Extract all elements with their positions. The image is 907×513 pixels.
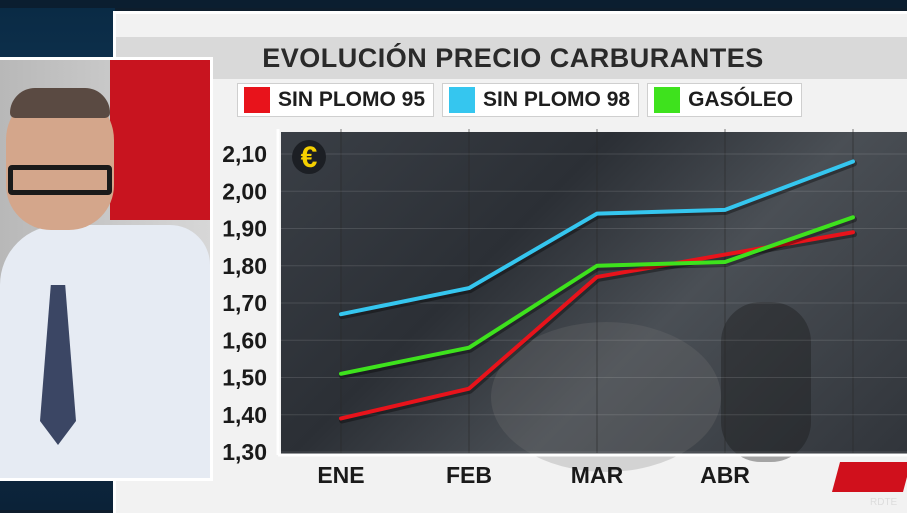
data-point-sin-plomo-98 xyxy=(595,212,599,216)
y-tick-label: 1,80 xyxy=(222,253,267,279)
y-tick-label: 1,30 xyxy=(222,439,267,465)
presenter-video-inset xyxy=(0,57,213,481)
data-point-gas-leo xyxy=(595,264,599,268)
data-point-sin-plomo-95 xyxy=(595,275,599,279)
data-point-sin-plomo-95 xyxy=(723,253,727,257)
legend-item-sin-plomo-98: SIN PLOMO 98 xyxy=(443,84,639,116)
x-tick-label: ENE xyxy=(317,462,364,488)
series-line-shadow-gas-leo xyxy=(339,216,857,379)
data-point-sin-plomo-95 xyxy=(339,416,343,420)
series-line-shadow-sin-plomo-98 xyxy=(339,160,857,320)
chart-legend: SIN PLOMO 95 SIN PLOMO 98 GASÓLEO xyxy=(238,84,802,118)
data-point-sin-plomo-98 xyxy=(851,159,855,163)
broadcast-corner-text: RDTE xyxy=(870,497,898,508)
data-point-gas-leo xyxy=(851,215,855,219)
x-tick-label: FEB xyxy=(446,462,492,488)
chart-title: EVOLUCIÓN PRECIO CARBURANTES xyxy=(262,43,764,73)
legend-label-gasoleo: GASÓLEO xyxy=(688,88,794,111)
top-background-strip xyxy=(0,0,907,8)
data-point-sin-plomo-95 xyxy=(851,230,855,234)
y-tick-label: 1,70 xyxy=(222,290,267,316)
legend-label-sin-plomo-95: SIN PLOMO 95 xyxy=(278,88,426,111)
series-line-shadow-sin-plomo-95 xyxy=(339,231,857,424)
legend-swatch-sin-plomo-98 xyxy=(449,87,476,113)
title-band xyxy=(116,37,907,79)
studio-red-backdrop xyxy=(110,60,210,220)
y-tick-label: 1,90 xyxy=(222,216,267,242)
legend-label-sin-plomo-98: SIN PLOMO 98 xyxy=(483,88,631,111)
data-point-sin-plomo-98 xyxy=(723,208,727,212)
y-tick-label: 2,00 xyxy=(222,178,267,204)
fuel-nozzle-photo-shape xyxy=(491,322,721,472)
y-tick-label: 2,10 xyxy=(222,141,267,167)
data-point-sin-plomo-98 xyxy=(339,312,343,316)
x-tick-label: ABR xyxy=(700,462,750,488)
presenter-glasses xyxy=(8,165,112,195)
euro-symbol-badge xyxy=(292,140,326,174)
y-tick-label: 1,50 xyxy=(222,365,267,391)
legend-item-sin-plomo-95: SIN PLOMO 95 xyxy=(238,84,434,116)
legend-swatch-sin-plomo-95 xyxy=(244,87,270,113)
x-tick-label: MAR xyxy=(571,462,624,488)
data-point-gas-leo xyxy=(467,346,471,350)
presenter-hair xyxy=(10,88,110,118)
line-chart: 2,10 2,00 1,90 1,80 1,70 1,60 1,50 1,40 1,30 ENE F… xyxy=(222,129,907,488)
plot-area-background xyxy=(281,132,907,472)
data-point-sin-plomo-95 xyxy=(467,387,471,391)
data-point-gas-leo xyxy=(723,260,727,264)
fuel-nozzle-handle-shape xyxy=(721,302,811,462)
data-point-gas-leo xyxy=(339,372,343,376)
y-tick-label: 1,40 xyxy=(222,402,267,428)
y-tick-label: 1,60 xyxy=(222,327,267,353)
presenter-shirt xyxy=(0,225,210,478)
euro-symbol: € xyxy=(301,141,318,174)
legend-item-gasoleo: GASÓLEO xyxy=(648,84,802,116)
broadcast-corner-tag xyxy=(831,462,907,492)
legend-swatch-gasoleo xyxy=(654,87,681,113)
data-point-sin-plomo-98 xyxy=(467,286,471,290)
